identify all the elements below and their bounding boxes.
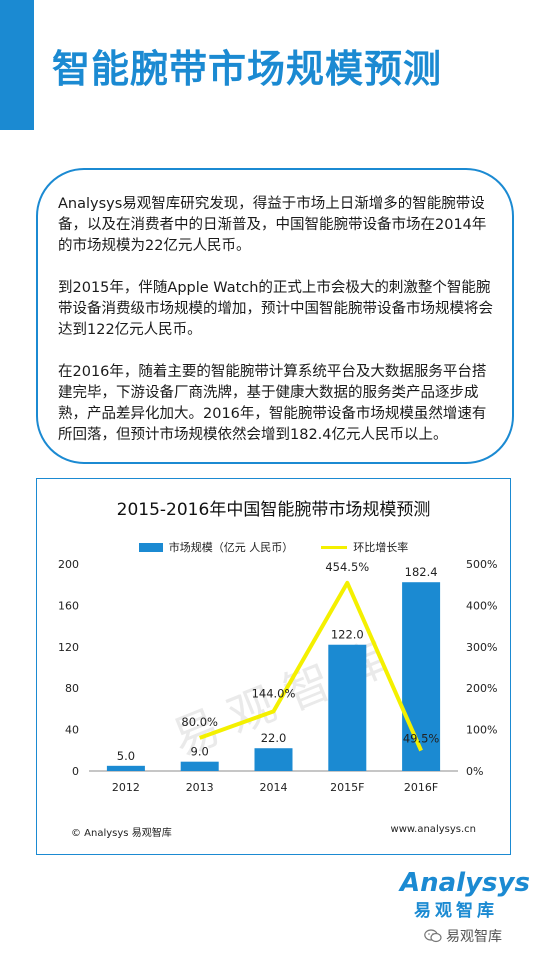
bar-2016F bbox=[402, 582, 441, 771]
x-tick-label: 2013 bbox=[186, 781, 214, 794]
summary-box: Analysys易观智库研究发现，得益于市场上日渐增多的智能腕带设备，以及在消费… bbox=[36, 168, 514, 464]
bar-2015F bbox=[328, 644, 367, 771]
bar-2012 bbox=[106, 765, 145, 771]
y-left-tick-label: 120 bbox=[58, 641, 79, 654]
bar-2013 bbox=[180, 761, 219, 771]
bar-2014 bbox=[254, 748, 293, 771]
growth-rate-line bbox=[199, 580, 423, 752]
legend-label-market-size: 市场规模（亿元 人民币） bbox=[168, 541, 294, 554]
y-right-tick-label: 300% bbox=[466, 641, 497, 654]
logo-chinese: 易观智库 bbox=[414, 901, 498, 921]
legend-item-market-size: 市场规模（亿元 人民币） bbox=[138, 539, 294, 555]
wechat-account-tag: 易观智库 bbox=[424, 926, 502, 946]
market-size-chart: 易观智库040801201602000%100%200%300%400%500%… bbox=[58, 558, 497, 794]
bar-value-label: 182.4 bbox=[405, 565, 438, 579]
title-accent-bar bbox=[0, 0, 34, 130]
y-left-tick-label: 0 bbox=[72, 765, 79, 778]
chart-source: © Analysys 易观智库 bbox=[71, 828, 172, 839]
y-left-tick-label: 160 bbox=[58, 599, 79, 612]
growth-rate-label: 454.5% bbox=[325, 560, 369, 574]
growth-rate-label: 80.0% bbox=[181, 715, 218, 729]
y-right-tick-label: 200% bbox=[466, 682, 497, 695]
y-left-tick-label: 80 bbox=[65, 682, 79, 695]
x-tick-label: 2016F bbox=[404, 781, 438, 794]
y-left-tick-label: 200 bbox=[58, 558, 79, 571]
summary-paragraph-3: 在2016年，随着主要的智能腕带计算系统平台及大数据服务平台搭建完毕，下游设备厂… bbox=[58, 364, 487, 443]
y-right-tick-label: 400% bbox=[466, 599, 497, 612]
summary-paragraph-1: Analysys易观智库研究发现，得益于市场上日渐增多的智能腕带设备，以及在消费… bbox=[58, 196, 487, 254]
growth-rate-label: 144.0% bbox=[252, 686, 296, 700]
chart-frame: 易观智库 0 40 80 120 160 200 0% 100% 200% 300% 400% 500%… bbox=[36, 478, 511, 855]
logo-word: nalysys bbox=[420, 868, 530, 898]
bar-value-label: 9.0 bbox=[191, 745, 209, 759]
page-title: 智能腕带市场规模预测 bbox=[52, 47, 443, 91]
legend-swatch-bar bbox=[138, 542, 163, 552]
chart-source-url: www.analysys.cn bbox=[390, 824, 476, 835]
bar-value-label: 5.0 bbox=[117, 749, 135, 763]
chart-legend: 市场规模（亿元 人民币） 环比增长率 bbox=[37, 539, 510, 555]
logo-wordmark: Analysys bbox=[400, 868, 530, 898]
y-right-tick-label: 100% bbox=[466, 724, 497, 737]
legend-item-growth-rate: 环比增长率 bbox=[321, 539, 408, 555]
x-tick-label: 2012 bbox=[112, 781, 140, 794]
x-tick-label: 2015F bbox=[330, 781, 364, 794]
legend-label-growth-rate: 环比增长率 bbox=[353, 541, 409, 554]
y-left-tick-label: 40 bbox=[65, 724, 79, 737]
legend-swatch-line bbox=[321, 545, 348, 549]
growth-rate-label: 49.5% bbox=[403, 732, 440, 746]
bar-value-label: 22.0 bbox=[261, 731, 287, 745]
summary-paragraph-2: 到2015年，伴随Apple Watch的正式上市会极大的刺激整个智能腕带设备消… bbox=[58, 280, 493, 338]
wechat-icon bbox=[424, 929, 442, 943]
y-right-tick-label: 0% bbox=[466, 765, 483, 778]
logo-initial: A bbox=[400, 868, 421, 898]
analysys-logo: Analysys 易观智库 bbox=[400, 868, 530, 921]
wechat-account-name: 易观智库 bbox=[446, 929, 502, 945]
bar-value-label: 122.0 bbox=[331, 628, 364, 642]
y-right-tick-label: 500% bbox=[466, 558, 497, 571]
chart-title: 2015-2016年中国智能腕带市场规模预测 bbox=[116, 500, 431, 520]
x-tick-label: 2014 bbox=[260, 781, 288, 794]
